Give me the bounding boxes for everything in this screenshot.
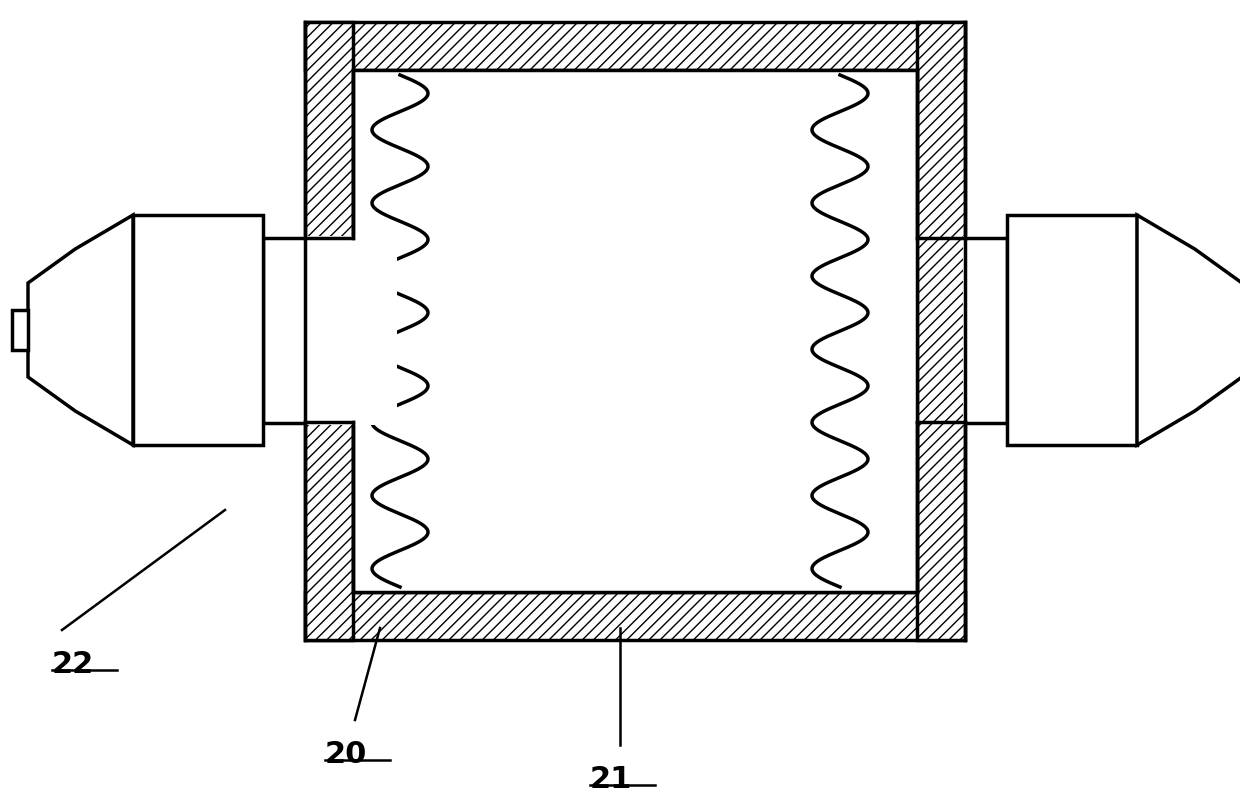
Bar [263,238,305,423]
Bar [305,22,965,70]
Bar [353,70,918,592]
Polygon shape [1137,215,1240,445]
Bar [133,215,263,445]
Text: 21: 21 [590,765,632,794]
Bar [12,310,29,350]
Text: 20: 20 [325,740,367,769]
Bar [963,236,1056,425]
Bar [918,22,965,640]
Text: 22: 22 [52,650,94,679]
Bar [305,22,353,640]
Polygon shape [29,215,133,445]
Bar [305,592,965,640]
Bar [1007,215,1137,445]
Bar [965,238,1007,423]
Bar [303,236,397,425]
Bar [305,22,965,640]
